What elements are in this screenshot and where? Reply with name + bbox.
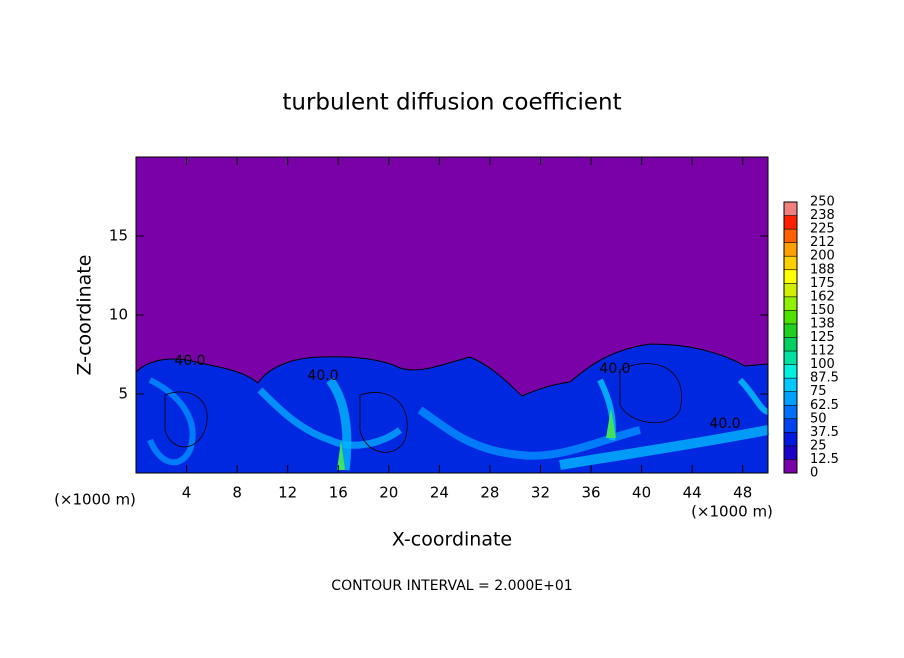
x-tick-label: 44: [683, 484, 702, 502]
colorbar-tick-label: 150: [810, 303, 835, 318]
colorbar-tick-label: 50: [810, 411, 827, 426]
colorbar-tick-label: 188: [810, 262, 835, 277]
chart-title: turbulent diffusion coefficient: [282, 90, 621, 116]
colorbar-swatch: [784, 337, 797, 352]
x-tick-label: 48: [733, 484, 752, 502]
eddy: [147, 377, 196, 466]
colorbar-tick-label: 200: [810, 249, 835, 264]
colorbar-swatch: [784, 215, 797, 230]
colorbar-swatch: [784, 269, 797, 284]
colorbar-swatch: [784, 323, 797, 338]
x-tick-label: 20: [379, 484, 398, 502]
x-tick-label: 4: [182, 484, 192, 502]
x-tick-label: 40: [632, 484, 651, 502]
eddy: [326, 377, 352, 471]
contour-label: 40.0: [709, 416, 740, 432]
contour-line: [619, 363, 682, 424]
x-tick-label: 36: [581, 484, 600, 502]
colorbar-tick-label: 37.5: [810, 425, 839, 440]
colorbar-tick-label: 162: [810, 289, 835, 304]
colorbar-tick-label: 75: [810, 384, 827, 399]
colorbar-tick-label: 112: [810, 344, 835, 359]
x-tick-label: 12: [278, 484, 297, 502]
colorbar-swatch: [784, 364, 797, 379]
colorbar-tick-label: 87.5: [810, 371, 839, 386]
x-axis-label: X-coordinate: [392, 529, 512, 551]
colorbar-tick-label: 212: [810, 235, 835, 250]
colorbar-swatch: [784, 283, 797, 297]
contour-line: [164, 391, 208, 448]
y-tick-label: 15: [109, 227, 128, 245]
eddy: [417, 406, 641, 460]
eddy: [257, 387, 403, 449]
x-unit: (×1000 m): [54, 491, 136, 509]
contour-label: 40.0: [599, 361, 630, 377]
annotation: CONTOUR INTERVAL = 2.000E+01: [331, 578, 572, 594]
colorbar-swatch: [784, 296, 797, 311]
colorbar-swatch: [784, 432, 797, 446]
spike: [337, 440, 345, 470]
colorbar-swatch: [784, 391, 797, 406]
colorbar-tick-label: 238: [810, 208, 835, 223]
x-tick-label: 24: [430, 484, 449, 502]
colorbar-tick-label: 138: [810, 316, 835, 331]
x-tick-label: 8: [232, 484, 242, 502]
x-tick-label: 28: [480, 484, 499, 502]
colorbar-swatch: [784, 202, 797, 216]
eddy: [559, 425, 769, 470]
colorbar-swatch: [784, 351, 797, 365]
colorbar-swatch: [784, 310, 797, 324]
colorbar-tick-label: 250: [810, 195, 835, 210]
colorbar-swatch: [784, 229, 797, 243]
colorbar-swatch: [784, 445, 797, 460]
colorbar-swatch: [784, 405, 797, 419]
y-tick-label: 5: [118, 385, 128, 403]
y-axis-label: Z-coordinate: [74, 255, 96, 376]
colorbar-tick-label: 0: [810, 466, 818, 481]
colorbar-tick-label: 100: [810, 357, 835, 372]
colorbar-swatch: [784, 378, 797, 392]
spike: [606, 408, 616, 438]
colorbar-swatch: [784, 256, 797, 270]
contour-label: 40.0: [174, 353, 205, 369]
colorbar-tick-label: 225: [810, 222, 835, 237]
y-tick-label: 10: [109, 306, 128, 324]
eddy: [737, 377, 770, 415]
field: [135, 157, 770, 474]
colorbar-tick-label: 12.5: [810, 452, 839, 467]
colorbar-tick-label: 125: [810, 330, 835, 345]
colorbar-swatch: [784, 459, 797, 473]
contour-label: 40.0: [307, 368, 338, 384]
x-unit: (×1000 m): [691, 503, 773, 521]
colorbar-tick-label: 175: [810, 276, 835, 291]
colorbar-swatch: [784, 242, 797, 257]
contour-line: [359, 392, 408, 453]
colorbar-swatch: [784, 418, 797, 433]
x-tick-label: 16: [329, 484, 348, 502]
colorbar-tick-label: 25: [810, 438, 827, 453]
x-tick-label: 32: [531, 484, 550, 502]
colorbar-tick-label: 62.5: [810, 398, 839, 413]
